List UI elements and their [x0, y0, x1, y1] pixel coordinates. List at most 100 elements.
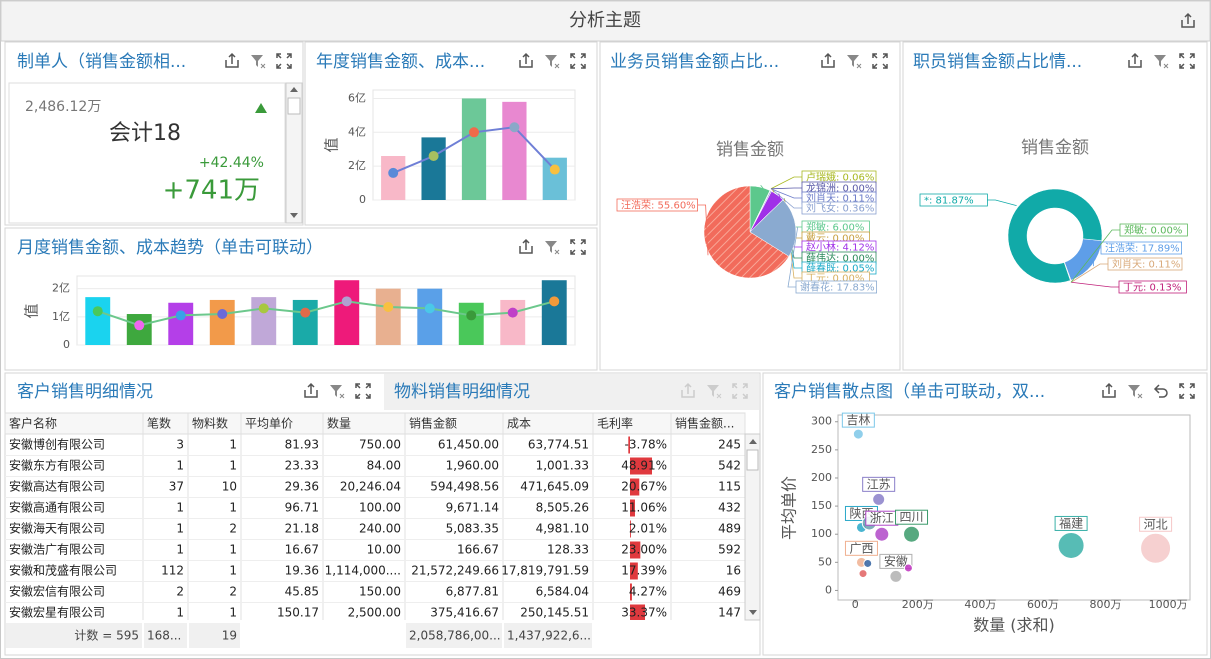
scroll-up[interactable]: [749, 439, 757, 444]
y-tick-label: 100: [811, 527, 832, 540]
scroll-down[interactable]: [749, 610, 757, 615]
margin-bar: [630, 499, 635, 517]
icon-filter[interactable]: [545, 55, 560, 69]
icon-shape: [1128, 385, 1140, 397]
column-header[interactable]: 平均单价: [245, 417, 293, 431]
column-header[interactable]: 物料数: [192, 416, 228, 431]
cell: 17,819,791.59: [501, 564, 589, 578]
marker: [466, 310, 477, 321]
icon-full[interactable]: [1179, 383, 1195, 399]
column-header[interactable]: 毛利率: [597, 416, 633, 431]
leader-line: [1070, 229, 1120, 283]
point[interactable]: [903, 525, 921, 543]
icon-export[interactable]: [821, 52, 835, 68]
cell: 489: [718, 522, 741, 536]
point-label: 浙江: [870, 511, 894, 525]
marker: [383, 301, 394, 312]
icon-export[interactable]: [519, 52, 533, 68]
up-arrow: [255, 103, 267, 113]
icon-export[interactable]: [304, 382, 318, 398]
cell: 1: [229, 501, 237, 515]
point[interactable]: [863, 558, 873, 568]
y-tick-label: 0: [63, 338, 70, 351]
icon-full[interactable]: [872, 53, 888, 69]
icon-full[interactable]: [732, 383, 748, 399]
cell: 21.18: [285, 522, 319, 536]
x-tick-label: 400万: [964, 598, 996, 611]
icon-undo[interactable]: [1153, 384, 1168, 398]
icon-export[interactable]: [681, 382, 695, 398]
point[interactable]: [903, 563, 913, 573]
inactive-tab[interactable]: [384, 374, 759, 410]
icon-export[interactable]: [519, 238, 533, 254]
icon-shape: [276, 53, 292, 69]
scroll-thumb[interactable]: [746, 449, 759, 471]
icon-filter[interactable]: [707, 385, 722, 399]
icon-export[interactable]: [1102, 382, 1116, 398]
column-header[interactable]: 成本: [507, 417, 531, 431]
icon-full[interactable]: [1179, 53, 1195, 69]
scroll-down[interactable]: [290, 213, 298, 218]
cell: 1: [229, 564, 237, 578]
y-tick-label: 300: [811, 415, 832, 428]
data-label: 刘肖天: 0.11%: [806, 192, 874, 205]
point[interactable]: [858, 569, 868, 579]
chart-subtitle: 销售金额: [1021, 138, 1089, 158]
cell: 安徽宏星有限公司: [9, 605, 105, 620]
x-axis-label: 数量 (求和): [973, 616, 1055, 635]
point[interactable]: [872, 492, 886, 506]
cell: 21,572,249.66: [411, 564, 499, 578]
cell: 16: [726, 564, 741, 578]
marker: [388, 167, 399, 178]
icon-shape: [554, 63, 560, 69]
column-header[interactable]: 销售金额: [409, 416, 457, 431]
icon-export[interactable]: [1181, 12, 1195, 28]
footer-cell: [6, 623, 142, 648]
cell: 11.06%: [621, 501, 667, 515]
bar: [458, 302, 484, 345]
icon-export[interactable]: [1128, 52, 1142, 68]
data-label: 龙锦洲: 0.00%: [806, 182, 874, 195]
scrollbar[interactable]: [285, 82, 303, 224]
scroll-up[interactable]: [290, 87, 298, 92]
point[interactable]: [1057, 531, 1085, 559]
column-header[interactable]: 销售金额...: [675, 416, 734, 431]
panel-title: 客户销售散点图（单击可联动，双...: [774, 382, 1045, 402]
icon-filter[interactable]: [330, 385, 345, 399]
panel-title: 职员销售金额占比情...: [913, 52, 1082, 72]
scrollbar[interactable]: [744, 433, 761, 621]
kpi-card: [8, 82, 286, 224]
data-label: 郑敏: 6.00%: [806, 221, 864, 234]
point[interactable]: [874, 526, 890, 542]
cell: 594,498.56: [430, 480, 499, 494]
icon-full[interactable]: [570, 53, 586, 69]
column-header[interactable]: 数量: [327, 416, 351, 431]
table-header-bg: [4, 412, 746, 435]
icon-shape: [1179, 383, 1195, 399]
cell: 20.67%: [621, 480, 667, 494]
point[interactable]: [852, 428, 864, 440]
icon-filter[interactable]: [545, 241, 560, 255]
cell: 1: [176, 606, 184, 620]
icon-full[interactable]: [276, 53, 292, 69]
icon-filter[interactable]: [1154, 55, 1169, 69]
bar: [209, 299, 235, 345]
column-header[interactable]: 笔数: [147, 416, 171, 431]
footer-text: 19: [222, 629, 237, 643]
icon-export[interactable]: [225, 52, 239, 68]
icon-filter[interactable]: [1128, 385, 1143, 399]
leader-line: [770, 176, 802, 190]
scroll-thumb[interactable]: [287, 97, 301, 115]
tab-active[interactable]: 客户销售明细情况: [17, 382, 153, 402]
cell: 16.67: [285, 543, 319, 557]
icon-full[interactable]: [355, 383, 371, 399]
cell: 61,450.00: [438, 438, 499, 452]
point[interactable]: [1140, 532, 1172, 564]
column-header[interactable]: 客户名称: [9, 416, 57, 431]
icon-full[interactable]: [570, 239, 586, 255]
tab[interactable]: 物料销售明细情况: [394, 382, 530, 402]
icon-filter[interactable]: [251, 55, 266, 69]
icon-filter[interactable]: [847, 55, 862, 69]
cell: 375,416.67: [430, 606, 499, 620]
point[interactable]: [889, 569, 903, 583]
